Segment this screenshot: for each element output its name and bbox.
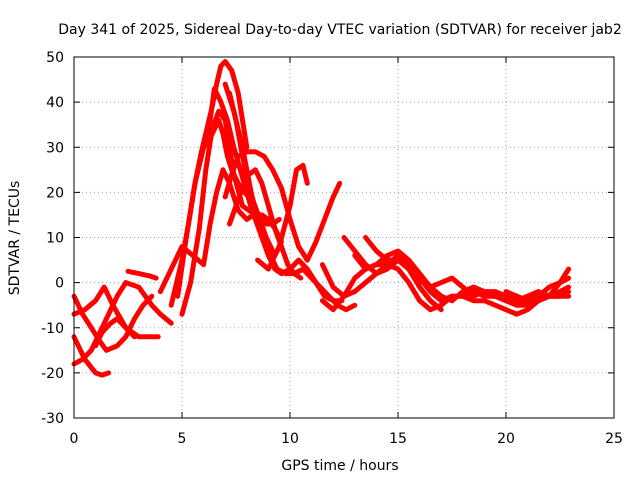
y-tick-label: 0 [55, 276, 64, 292]
y-tick-label: 50 [46, 50, 64, 66]
y-tick-label: 10 [46, 231, 64, 247]
x-tick-label: 15 [389, 431, 407, 447]
x-tick-label: 10 [281, 431, 299, 447]
series-arc6 [93, 316, 137, 349]
grid-lines [74, 57, 614, 418]
chart-title: Day 341 of 2025, Sidereal Day-to-day VTE… [58, 22, 621, 38]
y-tick-label: -30 [41, 411, 64, 427]
series-arc9 [179, 108, 284, 317]
series-arc1 [71, 334, 112, 378]
series-arc4 [71, 284, 161, 340]
series-arc3 [71, 293, 155, 353]
series-arc5 [125, 268, 159, 281]
series-arc25 [460, 289, 572, 308]
series-arc14 [255, 162, 310, 272]
x-tick-label: 5 [178, 431, 187, 447]
series-arc26 [503, 275, 572, 304]
x-tick-label: 0 [70, 431, 79, 447]
series-arc2 [71, 280, 174, 367]
y-tick-label: 20 [46, 185, 64, 201]
x-axis-label: GPS time / hours [281, 458, 398, 474]
series-arc16 [227, 90, 345, 304]
x-tick-label: 20 [497, 431, 515, 447]
y-tick-label: 30 [46, 140, 64, 156]
series-arc13 [227, 167, 304, 281]
data-traces [71, 59, 572, 378]
axis-ticks: 0 5 10 15 20 25 -30 -20 -10 0 10 20 30 40 50 [41, 50, 623, 447]
x-tick-label: 25 [605, 431, 623, 447]
y-axis-label: SDTVAR / TECUs [7, 181, 23, 296]
series-arc21 [352, 248, 444, 299]
y-tick-label: 40 [46, 95, 64, 111]
y-tick-label: -10 [41, 321, 64, 337]
y-tick-label: -20 [41, 366, 64, 382]
